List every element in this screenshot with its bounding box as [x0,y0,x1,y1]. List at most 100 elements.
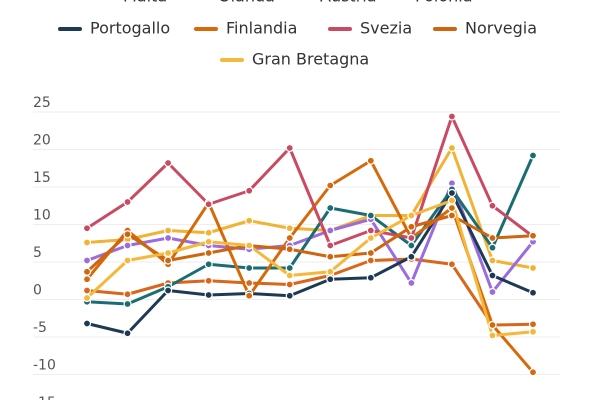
point [447,260,457,269]
series-line [86,154,535,306]
point [245,278,254,288]
series-line [86,115,534,247]
point [407,233,416,243]
legend-label: Olanda [218,0,275,6]
point [326,241,335,250]
y-tick-label: -5 [33,320,47,336]
legend-label: Finlandia [226,19,297,38]
point [326,226,335,235]
point [447,211,457,220]
point [123,329,132,338]
y-tick-label: 5 [33,245,42,261]
point [163,286,173,295]
point [82,319,92,328]
point [326,275,335,284]
point [163,158,173,168]
point [488,271,497,280]
point [488,331,497,340]
point [204,276,213,285]
point [285,280,294,289]
legend-label: Svezia [360,19,412,38]
y-tick-label: 15 [33,170,51,186]
point [285,263,294,273]
point [163,256,173,265]
point [82,256,92,265]
y-tick-label: 10 [33,208,51,224]
legend-label: Gran Bretagna [252,50,369,69]
point [245,263,254,273]
point [447,203,457,213]
point [123,290,132,299]
point [204,248,213,258]
point [123,299,132,309]
point [528,320,538,329]
point [204,237,213,246]
legend-label: Polonia [415,0,473,6]
legend-label: Portogallo [90,19,170,38]
point [326,181,335,190]
point [285,233,294,243]
point [326,267,335,276]
point [245,216,254,225]
point [163,226,173,235]
point [82,293,92,303]
point [488,256,497,265]
series-line [85,159,535,374]
point [528,327,538,336]
point [407,252,416,261]
y-tick-label: 20 [33,133,51,149]
series-line [86,257,534,327]
point [447,143,457,153]
point [82,275,92,284]
point [528,231,538,240]
legend-label: Malta [123,0,167,6]
point [488,233,497,243]
y-tick-label: 0 [33,283,42,299]
point [285,143,294,153]
series-line [86,146,534,270]
series-line [85,199,534,337]
point [163,248,173,258]
point [245,291,254,300]
point [82,286,92,295]
point [285,271,294,280]
point [407,222,416,231]
point [407,278,416,288]
point [82,224,92,233]
point [245,241,254,250]
point [366,273,375,282]
legend-label: Austria [320,0,377,6]
point [366,211,375,220]
point [123,230,132,239]
point [82,238,92,247]
legend-label: Norvegia [465,19,537,38]
point [123,197,132,207]
point [488,287,497,297]
point [407,211,416,220]
point [204,290,213,300]
point [285,291,294,300]
point [447,112,457,121]
point [123,256,132,265]
point [366,226,375,235]
point [407,241,416,250]
point [447,188,457,198]
point [366,256,375,265]
point [326,203,335,213]
y-tick-label: -10 [33,358,56,374]
point [528,151,538,160]
point [366,233,375,243]
point [366,248,375,258]
series-line [86,191,534,335]
point [204,228,213,237]
point [326,252,335,261]
point [163,233,173,243]
y-tick-label: 25 [33,95,51,111]
point [285,224,294,233]
point [447,196,457,205]
point [528,368,538,377]
point [488,243,497,252]
point [204,200,213,209]
point [82,267,92,276]
